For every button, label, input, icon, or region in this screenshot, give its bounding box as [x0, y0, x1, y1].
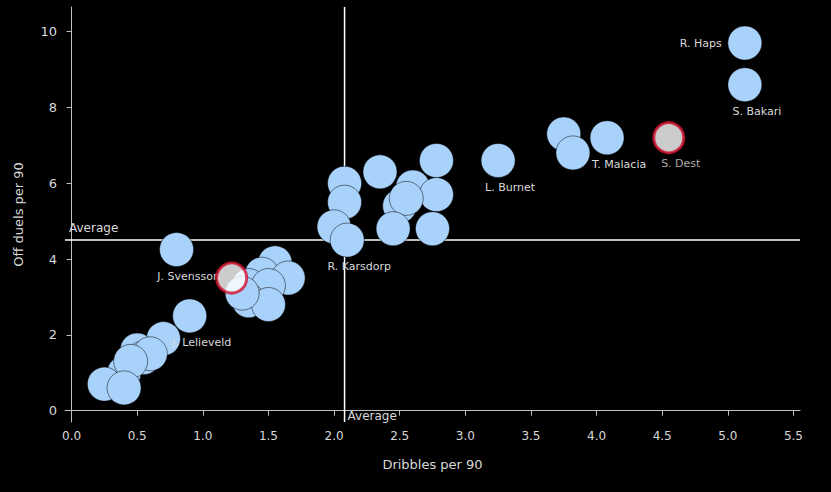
svg-text:Average: Average: [69, 221, 118, 235]
svg-text:R. Karsdorp: R. Karsdorp: [327, 260, 390, 273]
svg-text:8: 8: [49, 100, 57, 115]
svg-text:2.5: 2.5: [390, 429, 409, 443]
svg-text:0.5: 0.5: [128, 429, 147, 443]
svg-text:Average: Average: [348, 409, 397, 423]
svg-text:6: 6: [49, 176, 57, 191]
svg-text:5.5: 5.5: [784, 429, 803, 443]
svg-text:J. Lelieveld: J. Lelieveld: [171, 336, 231, 349]
svg-text:Off duels per 90: Off duels per 90: [11, 162, 26, 267]
svg-text:Dribbles per 90: Dribbles per 90: [382, 457, 482, 472]
svg-text:4.5: 4.5: [653, 429, 672, 443]
svg-text:1.5: 1.5: [259, 429, 278, 443]
svg-text:10: 10: [40, 24, 57, 39]
svg-text:4.0: 4.0: [587, 429, 606, 443]
svg-text:5.0: 5.0: [718, 429, 737, 443]
svg-text:0: 0: [49, 403, 57, 418]
svg-text:2: 2: [49, 327, 57, 342]
svg-text:S. Dest: S. Dest: [661, 157, 701, 170]
svg-text:S. Bakari: S. Bakari: [732, 105, 781, 118]
svg-text:L. Burnet: L. Burnet: [485, 181, 536, 194]
svg-text:T. Malacia: T. Malacia: [591, 158, 646, 171]
svg-text:4: 4: [49, 252, 57, 267]
svg-text:3.5: 3.5: [521, 429, 540, 443]
svg-text:R. Haps: R. Haps: [680, 37, 722, 50]
svg-text:3.0: 3.0: [456, 429, 475, 443]
svg-text:1.0: 1.0: [193, 429, 212, 443]
svg-text:J. Svensson: J. Svensson: [156, 270, 220, 283]
svg-text:2.0: 2.0: [325, 429, 344, 443]
svg-text:0.0: 0.0: [62, 429, 81, 443]
